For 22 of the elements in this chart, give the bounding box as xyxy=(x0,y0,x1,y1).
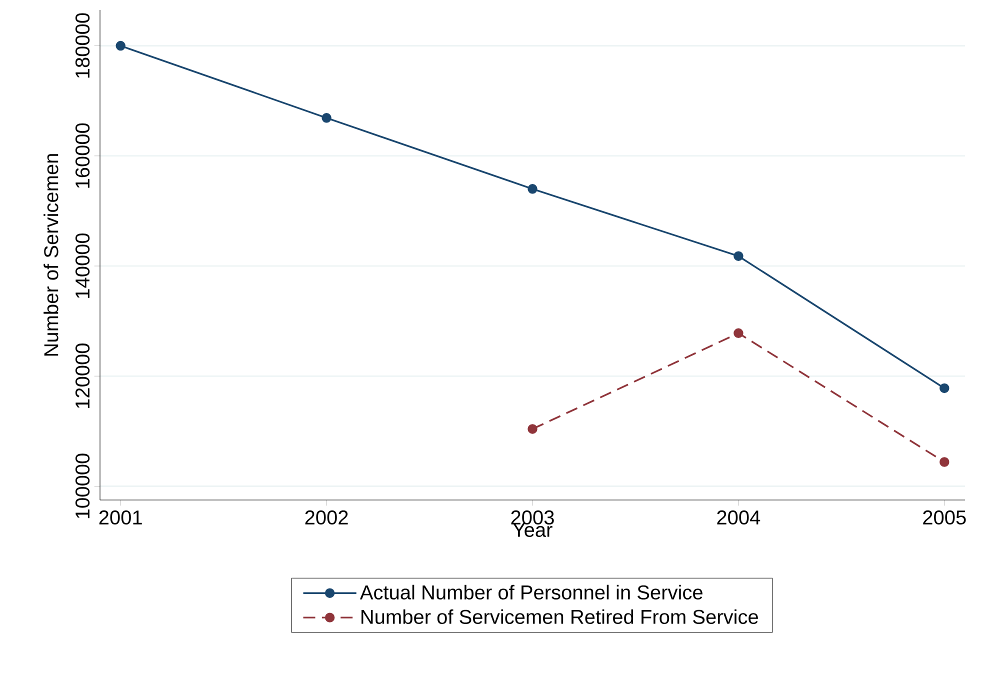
point xyxy=(528,424,538,434)
x-tick-label: 2001 xyxy=(99,510,142,525)
y-tick-label: 180000 xyxy=(75,13,90,78)
point xyxy=(940,383,950,394)
point xyxy=(940,457,950,467)
x-tick-label: 2005 xyxy=(923,510,966,525)
point xyxy=(322,113,332,123)
point xyxy=(528,184,538,194)
point xyxy=(734,328,744,338)
x-axis-title: Year xyxy=(512,523,552,537)
y-tick-label: 140000 xyxy=(75,233,90,298)
x-tick-label: 2002 xyxy=(305,510,348,525)
legend-label: Number of Servicemen Retired From Service xyxy=(362,609,758,624)
x-tick-label: 2003 xyxy=(511,510,554,525)
legend-label: Actual Number of Personnel in Service xyxy=(360,584,702,600)
point xyxy=(734,251,744,261)
y-tick-label: 100000 xyxy=(75,454,90,518)
y-tick-label: 160000 xyxy=(75,123,90,188)
y-axis-title: Number of Servicemen xyxy=(44,154,58,356)
x-tick-label: 2004 xyxy=(717,510,760,525)
y-tick-label: 120000 xyxy=(75,344,90,408)
point xyxy=(116,40,126,51)
